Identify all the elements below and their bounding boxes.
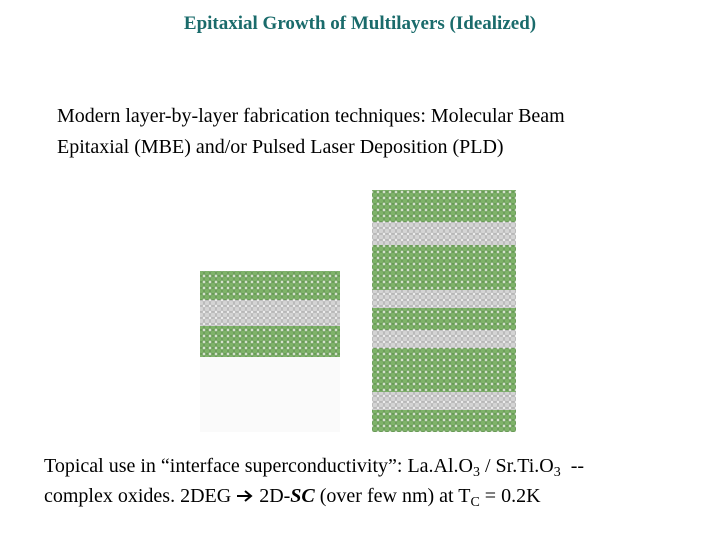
right-stack: [372, 190, 516, 432]
text: --: [560, 455, 585, 477]
subscript: 3: [473, 465, 480, 480]
left-stack: [200, 271, 340, 357]
backdrop: [200, 357, 340, 432]
text: = 0.2K: [479, 485, 541, 507]
emphasis: SC: [290, 485, 315, 507]
text: (over few nm) at T: [314, 485, 471, 507]
text: / Sr.Ti.O: [480, 455, 554, 477]
subscript: C: [470, 495, 480, 510]
note-line: complex oxides. 2DEG 2D-SC (over few nm)…: [44, 484, 541, 510]
intro-line: Modern layer-by-layer fabrication techni…: [57, 105, 565, 127]
text: 2D-: [254, 485, 291, 507]
intro-line: Epitaxial (MBE) and/or Pulsed Laser Depo…: [57, 136, 504, 158]
arrow-icon: [237, 490, 253, 502]
subscript: 3: [553, 465, 561, 480]
text: complex oxides. 2DEG: [44, 485, 237, 507]
slide-title: Epitaxial Growth of Multilayers (Idealiz…: [183, 13, 537, 34]
text: Topical use in “interface superconductiv…: [44, 455, 473, 477]
note-line: Topical use in “interface superconductiv…: [44, 454, 585, 480]
